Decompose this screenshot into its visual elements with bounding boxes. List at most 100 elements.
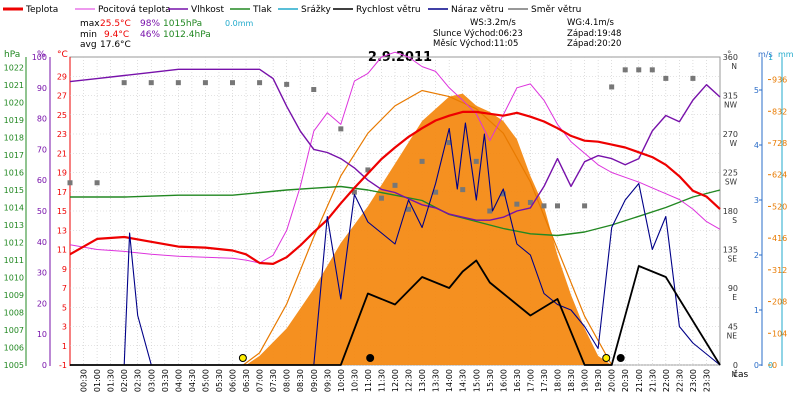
dir-axis-title: ° [727,50,732,60]
theoretical-radiation-line [242,89,613,366]
x-tick-label: 09:00 [310,369,319,392]
wind-direction-point [378,195,384,201]
celsius-tick-label: 11 [57,246,67,255]
x-tick-label: 05:30 [215,369,224,392]
x-tick-label: 17:30 [540,369,549,392]
x-tick-label: 10:00 [337,369,346,392]
x-tick-label: 12:30 [405,369,414,392]
pct-tick-label: 70 [37,145,47,154]
dir-tick-label: 0 [733,361,738,370]
dir-tick-label: 180 [723,207,738,216]
stats-avg-label: avg [80,40,97,50]
x-tick-label: 20:30 [621,369,630,392]
x-tick-label: 13:00 [418,369,427,392]
hpa-tick-label: 1018 [4,134,24,143]
wind-direction-point [257,80,263,86]
celsius-tick-label: 5 [62,303,67,312]
hpa-tick-label: 1020 [4,99,24,108]
wind-direction-point [351,189,357,195]
info-sunset: Západ:19:48 [567,29,621,39]
legend-label-wind-speed: Rychlost větru [356,5,421,15]
ms-tick-label: 3 [754,196,759,205]
dir-tick-label: 270 [723,130,738,139]
pct-tick-label: 0 [42,361,47,370]
stats-max-pressure: 1015hPa [163,19,202,29]
dir-tick-label: 90 [728,284,738,293]
x-tick-label: 06:00 [229,369,238,392]
moon-marker [616,354,625,362]
x-tick-label: 01:30 [107,369,116,392]
legend-item-wind-gust: Náraz větru [428,5,504,15]
wm2-tick-label: 312 [772,266,787,275]
dir-tick-compass: SE [728,255,738,264]
x-tick-label: 21:00 [635,369,644,392]
x-tick-label: 23:30 [702,369,711,392]
pct-tick-label: 20 [37,299,47,308]
wind-direction-point [338,126,344,132]
wind-direction-point [121,80,127,86]
dir-tick-compass: NE [727,332,738,341]
wm2-tick-label: 624 [772,171,787,180]
wind-direction-points [67,67,696,214]
celsius-tick-label: 29 [57,72,67,81]
legend-label-temperature: Teplota [25,5,58,15]
x-tick-label: 08:30 [296,369,305,392]
wind-direction-point [148,80,154,86]
x-tick-label: 08:00 [283,369,292,392]
legend-label-wind-gust: Náraz větru [451,5,504,15]
stats-min-pressure: 1012.4hPa [163,30,211,40]
wind-direction-point [202,80,208,86]
x-tick-label: 10:30 [350,369,359,392]
x-tick-label: 02:30 [134,369,143,392]
x-tick-label: 19:00 [581,369,590,392]
pct-tick-label: 50 [37,207,47,216]
info-wind-gust: WG:4.1m/s [567,18,615,28]
x-tick-label: 22:30 [675,369,684,392]
x-tick-label: 00:30 [80,369,89,392]
stats-max-temp: 25.5°C [100,19,131,29]
ms-tick-label: 0 [754,361,759,370]
wind-direction-point [433,189,439,195]
celsius-tick-label: 17 [57,188,67,197]
wind-direction-point [663,75,669,81]
x-tick-label: 18:30 [567,369,576,392]
wind-direction-point [500,191,506,197]
x-tick-label: 20:00 [608,369,617,392]
series-lines [69,51,721,366]
hpa-tick-label: 1016 [4,169,24,178]
dir-tick-label: 315 [723,92,738,101]
wm2-tick-label: 208 [772,298,787,307]
hpa-tick-label: 1014 [4,204,24,213]
celsius-tick-label: -1 [59,361,67,370]
legend-item-pressure: Tlak [230,5,273,15]
wind-gust-line [70,122,721,366]
dir-tick-compass: W [730,139,738,148]
ms-tick-label: 1 [754,306,759,315]
info-moonrise: Měsíc Východ:11:05 [433,39,518,49]
pct-tick-label: 90 [37,84,47,93]
hpa-tick-label: 1013 [4,221,24,230]
hpa-tick-label: 1019 [4,116,24,125]
wind-direction-point [487,208,493,214]
wm2-tick-label: 416 [772,234,787,243]
wind-direction-point [365,167,371,173]
solar-radiation-area [246,93,612,365]
wind-direction-point [473,158,479,164]
x-tick-label: 04:00 [174,369,183,392]
wind-direction-point [230,80,235,86]
pct-axis-title: % [37,50,46,60]
wind-direction-point [284,81,290,87]
sun-marker [602,354,611,362]
wind-direction-point [67,180,73,186]
sun-marker [238,354,247,362]
wind-direction-point [555,203,560,209]
info-sunrise: Slunce Východ:06:23 [433,29,523,39]
wm2-tick-label: 0 [772,361,777,370]
x-tick-label: 17:00 [526,369,535,392]
mm-tick-label: 1 [768,53,773,62]
axis-ticks: 00:30 01:00 01:30 02:00 02:30 03:00 03:30 04:00… [4,53,788,392]
hpa-tick-label: 1021 [4,81,24,90]
legend-item-humidity: Vlhkost [168,5,224,15]
mm-axis-title: mm [778,50,794,59]
ms-tick-label: 4 [754,141,759,150]
